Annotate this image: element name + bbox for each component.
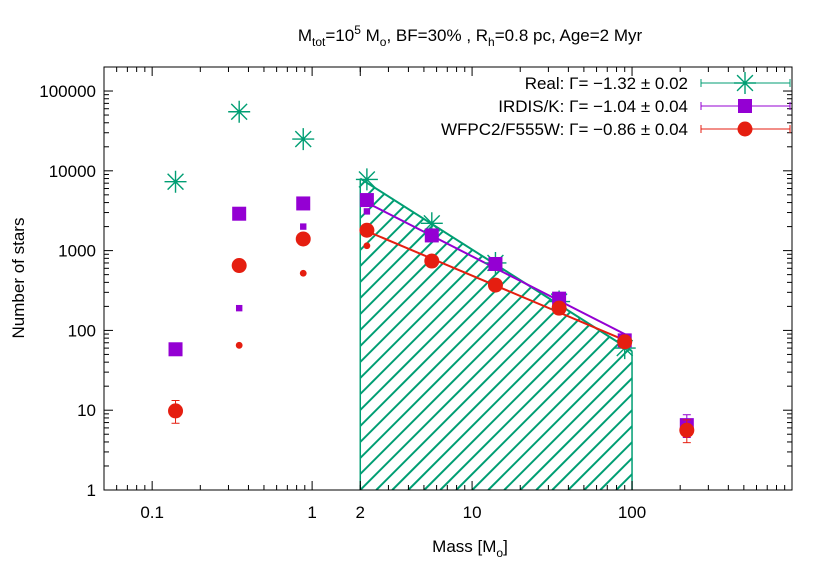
legend-label-0: Real: Γ= −1.32 ± 0.02 bbox=[525, 74, 688, 93]
hatch-line bbox=[487, 178, 633, 491]
hatch-line bbox=[567, 178, 633, 491]
hatch-line bbox=[599, 178, 633, 491]
legend-marker-2 bbox=[737, 121, 753, 137]
x-tick-label: 1 bbox=[307, 503, 316, 522]
small-point-1-0 bbox=[235, 304, 243, 312]
plot-frame bbox=[103, 66, 793, 491]
data-point-1-1 bbox=[232, 206, 247, 221]
hatch-line bbox=[360, 178, 457, 491]
data-point-0-0 bbox=[164, 170, 187, 193]
data-point-1-4 bbox=[424, 228, 439, 243]
y-tick-label: 1 bbox=[87, 481, 96, 500]
hatch-line bbox=[631, 178, 633, 491]
y-tick-label: 10 bbox=[77, 401, 96, 420]
hatch-line bbox=[808, 170, 830, 490]
data-point-0-4 bbox=[420, 212, 443, 235]
data-point-0-3 bbox=[355, 168, 378, 191]
legend-marker-1 bbox=[738, 99, 752, 113]
small-point-2-1 bbox=[299, 269, 307, 277]
y-tick-label: 10000 bbox=[49, 162, 96, 181]
hatch-line bbox=[696, 170, 830, 490]
hatch-line bbox=[503, 178, 633, 491]
data-point-2-3 bbox=[359, 222, 375, 238]
data-point-2-8 bbox=[679, 422, 695, 438]
small-point-1-1 bbox=[300, 223, 307, 230]
hatch-line bbox=[712, 170, 830, 490]
axis-ticks: 0.1 1 2 10 100 1 10 100 1000 10000 100000 bbox=[39, 67, 792, 522]
data-point-2-6 bbox=[551, 300, 567, 316]
legend-label-1: IRDIS/K: Γ= −1.04 ± 0.04 bbox=[498, 97, 688, 116]
data-point-1-3 bbox=[359, 193, 374, 208]
hatch-line bbox=[664, 170, 830, 490]
hatch-line bbox=[535, 178, 633, 491]
hatch-line bbox=[407, 178, 633, 491]
data-point-2-0 bbox=[168, 403, 184, 419]
hatch-line bbox=[360, 178, 425, 491]
x-axis-label: Mass [Mo] bbox=[432, 537, 508, 560]
data-point-2-2 bbox=[295, 231, 311, 247]
hatch-line bbox=[423, 178, 633, 491]
hatch-line bbox=[792, 170, 830, 490]
data-point-0-1 bbox=[228, 100, 251, 123]
y-tick-label: 1000 bbox=[58, 242, 96, 261]
small-point-2-2 bbox=[363, 242, 371, 250]
hatch-line bbox=[360, 178, 441, 491]
hatched-region bbox=[0, 170, 830, 491]
hatch-line bbox=[391, 178, 633, 491]
hatch-line bbox=[375, 178, 633, 491]
x-tick-label: 100 bbox=[618, 503, 646, 522]
x-tick-label: 2 bbox=[356, 503, 365, 522]
series-0 bbox=[164, 100, 636, 360]
data-point-1-0 bbox=[168, 342, 183, 357]
y-tick-label: 100000 bbox=[39, 82, 96, 101]
hatch-line bbox=[471, 178, 633, 491]
hatch-line bbox=[615, 178, 633, 491]
data-point-2-5 bbox=[487, 277, 503, 293]
hatch-line bbox=[583, 178, 633, 491]
x-tick-label: 0.1 bbox=[140, 503, 164, 522]
series-2 bbox=[168, 222, 695, 444]
data-point-2-1 bbox=[231, 258, 247, 274]
hatch-line bbox=[8, 170, 328, 490]
hatch-line bbox=[519, 178, 633, 491]
legend-label-2: WFPC2/F555W: Γ= −0.86 ± 0.04 bbox=[441, 120, 688, 139]
legend: Real: Γ= −1.32 ± 0.02 IRDIS/K: Γ= −1.04 ±… bbox=[441, 72, 791, 139]
hatch-line bbox=[0, 170, 296, 490]
chart-title: Mtot=105 Mo, BF=30% , Rh=0.8 pc, Age=2 M… bbox=[298, 23, 643, 49]
series-1 bbox=[168, 193, 694, 438]
small-point-1-2 bbox=[363, 208, 371, 215]
data-point-0-2 bbox=[292, 128, 315, 151]
data-markers bbox=[164, 100, 695, 444]
y-tick-label: 100 bbox=[68, 321, 96, 340]
data-point-1-2 bbox=[296, 196, 311, 211]
data-point-1-5 bbox=[488, 256, 503, 271]
hatch-line bbox=[760, 170, 830, 490]
y-axis-label: Number of stars bbox=[9, 218, 28, 339]
hatch-line bbox=[360, 178, 473, 491]
hatch-line bbox=[680, 170, 830, 490]
hatch-line bbox=[0, 170, 312, 490]
data-point-2-4 bbox=[424, 253, 440, 269]
hatch-line bbox=[824, 170, 830, 490]
x-tick-label: 10 bbox=[463, 503, 482, 522]
hatch-lines bbox=[0, 170, 830, 491]
hatch-line bbox=[648, 170, 830, 490]
small-point-2-0 bbox=[235, 341, 243, 349]
hatch-line bbox=[728, 170, 830, 490]
hatch-line bbox=[551, 178, 633, 491]
legend-marker-0 bbox=[734, 72, 756, 94]
data-point-2-7 bbox=[617, 334, 633, 350]
